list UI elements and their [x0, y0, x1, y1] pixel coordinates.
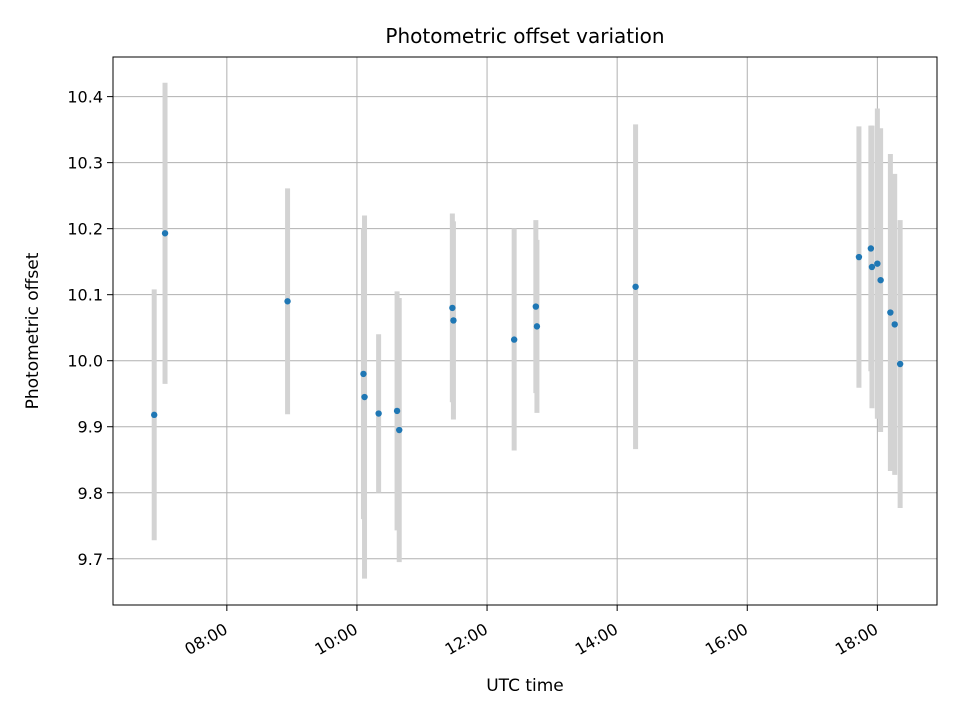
- data-point: [450, 317, 457, 324]
- y-tick-label: 10.3: [67, 154, 103, 173]
- data-point: [510, 336, 518, 343]
- data-point: [891, 321, 898, 328]
- data-point: [393, 407, 401, 415]
- y-tick-label: 9.7: [78, 550, 103, 569]
- data-points: [151, 230, 904, 434]
- data-point: [361, 393, 368, 401]
- data-point: [375, 410, 382, 417]
- data-point: [532, 303, 540, 310]
- y-tick-label: 10.2: [67, 220, 103, 239]
- data-point: [868, 263, 876, 271]
- data-point: [533, 323, 541, 330]
- y-axis-title: Photometric offset: [23, 252, 43, 409]
- y-tick-label: 9.9: [78, 418, 103, 437]
- data-point: [632, 283, 639, 290]
- plot-frame: [112, 56, 938, 606]
- data-point: [867, 245, 875, 252]
- y-tick-label: 10.0: [67, 352, 103, 371]
- data-point: [887, 309, 894, 316]
- x-axis-title: UTC time: [486, 676, 564, 696]
- data-point: [855, 253, 863, 261]
- data-point: [161, 230, 169, 237]
- data-point: [360, 370, 367, 378]
- chart-title: Photometric offset variation: [385, 24, 664, 48]
- data-point: [284, 298, 291, 305]
- y-tick-label: 10.1: [67, 286, 103, 305]
- data-point: [896, 360, 904, 368]
- data-point: [874, 260, 881, 267]
- data-point: [151, 411, 158, 419]
- data-point: [877, 276, 884, 284]
- y-tick-label: 10.4: [67, 88, 103, 107]
- y-tick-label: 9.8: [78, 484, 103, 503]
- y-axis: 9.7 9.8 9.9 10.0 10.1 10.2 10.3 10.4: [67, 88, 113, 569]
- data-point: [396, 426, 403, 434]
- data-point: [449, 304, 456, 312]
